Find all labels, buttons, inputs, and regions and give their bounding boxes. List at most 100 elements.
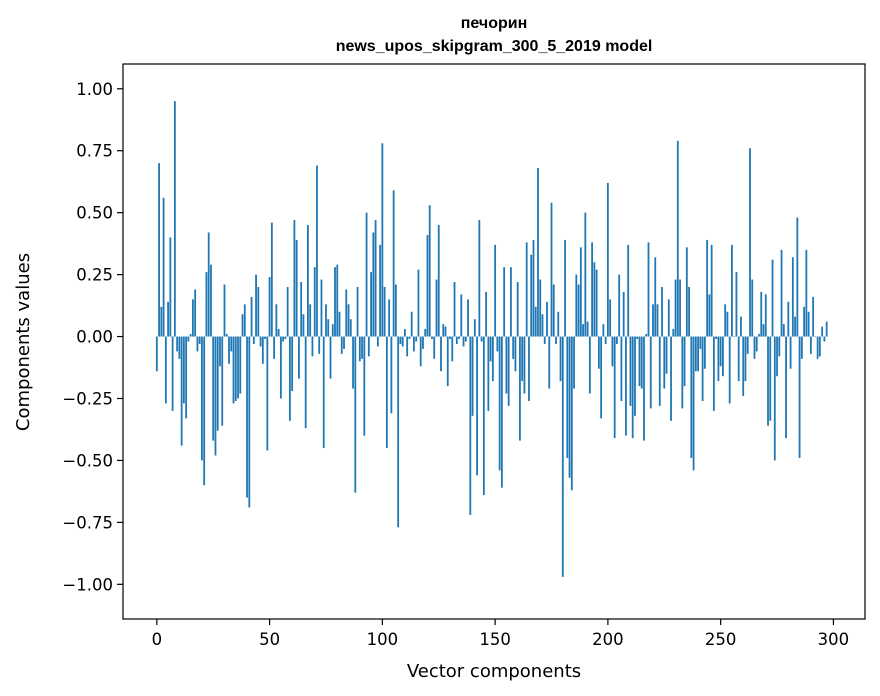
bar-24 (210, 264, 212, 337)
bar-49 (266, 336, 269, 451)
bar-91 (361, 336, 363, 359)
bar-65 (302, 314, 305, 337)
bar-147 (487, 336, 490, 411)
bar-31 (225, 334, 228, 337)
bar-288 (805, 249, 808, 337)
bar-80 (336, 264, 339, 337)
bar-41 (248, 336, 251, 508)
bar-38 (241, 314, 244, 337)
bar-92 (363, 336, 366, 436)
bar-176 (552, 284, 555, 337)
bar-27 (216, 336, 219, 431)
bar-130 (449, 336, 451, 340)
bar-164 (525, 242, 528, 337)
bar-155 (505, 336, 508, 394)
bar-99 (379, 244, 381, 337)
bar-248 (715, 336, 718, 340)
bar-29 (221, 336, 224, 426)
bar-157 (510, 267, 512, 337)
bar-203 (613, 336, 616, 439)
bar-123 (433, 336, 436, 359)
y-axis-label: Components values (13, 253, 34, 431)
bar-220 (652, 304, 654, 337)
bar-4 (164, 336, 167, 404)
bar-109 (401, 336, 404, 347)
bar-180 (561, 336, 564, 577)
bar-189 (582, 324, 584, 337)
bar-19 (198, 336, 201, 344)
bar-21 (203, 336, 206, 486)
bar-12 (182, 336, 185, 404)
bar-17 (194, 289, 197, 337)
bar-187 (577, 284, 580, 337)
bar-267 (758, 334, 760, 337)
bar-133 (455, 336, 458, 344)
bar-277 (780, 249, 783, 337)
bar-162 (521, 336, 524, 382)
bar-243 (703, 336, 706, 369)
bar-239 (694, 336, 697, 372)
bar-207 (622, 291, 625, 337)
bar-62 (295, 239, 298, 337)
bar-33 (230, 336, 233, 352)
bar-67 (307, 225, 309, 337)
bar-128 (444, 326, 447, 337)
bar-262 (746, 336, 749, 354)
bar-222 (656, 304, 659, 337)
bar-246 (710, 244, 713, 337)
bar-26 (214, 336, 217, 456)
bar-285 (798, 336, 801, 458)
bar-52 (273, 336, 275, 359)
chart-title-line-1: печорин (461, 15, 528, 32)
bar-2 (160, 306, 163, 337)
bar-291 (812, 296, 815, 337)
bar-245 (708, 294, 711, 337)
bar-283 (794, 316, 796, 337)
bar-280 (787, 301, 790, 337)
bar-144 (480, 336, 483, 342)
bar-279 (785, 336, 787, 439)
bar-98 (376, 336, 379, 347)
bar-134 (458, 336, 460, 340)
bar-100 (381, 143, 384, 337)
bar-50 (268, 277, 271, 337)
bar-15 (189, 334, 192, 337)
bar-83 (343, 336, 345, 349)
bar-273 (771, 259, 774, 337)
bar-196 (597, 336, 600, 369)
bar-265 (753, 336, 756, 359)
bar-68 (309, 304, 312, 337)
bar-20 (201, 336, 203, 461)
bar-115 (415, 336, 418, 342)
bar-149 (491, 336, 494, 382)
bar-85 (347, 304, 350, 337)
bar-181 (564, 239, 566, 337)
bar-93 (365, 212, 368, 337)
bar-294 (818, 336, 821, 357)
bar-95 (370, 272, 372, 337)
bar-103 (388, 299, 391, 337)
bar-120 (426, 234, 429, 337)
bar-249 (717, 336, 720, 382)
x-tick-label-2: 100 (367, 630, 399, 649)
bar-125 (437, 225, 440, 337)
bar-186 (575, 274, 578, 337)
bar-270 (764, 294, 767, 337)
bar-101 (383, 286, 386, 337)
bar-160 (516, 282, 519, 337)
bar-169 (537, 168, 539, 337)
bar-72 (318, 336, 321, 354)
bar-259 (740, 316, 742, 337)
bar-139 (469, 336, 472, 515)
x-axis-ticks: 0 50 100 150 200 250 300 (152, 619, 849, 649)
bar-172 (543, 336, 546, 344)
bar-1 (158, 163, 160, 337)
bar-113 (410, 311, 413, 337)
bar-228 (670, 336, 672, 421)
bar-58 (286, 286, 289, 337)
bar-214 (638, 336, 641, 387)
bar-195 (595, 269, 598, 337)
y-tick-label-4: 0.00 (76, 328, 113, 347)
bar-199 (604, 336, 607, 344)
